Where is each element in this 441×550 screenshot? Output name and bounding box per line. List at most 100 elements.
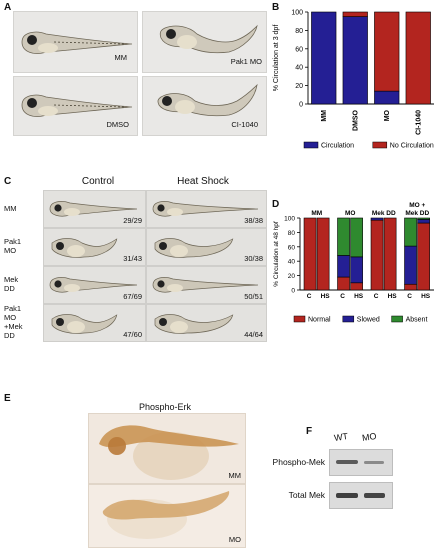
y-tick-label: 40 xyxy=(288,259,296,266)
panel-c-letter: C xyxy=(4,176,12,187)
bar-absent xyxy=(404,217,417,247)
bar-normal xyxy=(303,217,317,291)
legend-swatch xyxy=(293,315,306,323)
larva-icon xyxy=(154,238,234,258)
group-label: Mek DD xyxy=(405,210,429,217)
panel-f-band-label-phospho: Phospho-Mek xyxy=(272,457,325,467)
panel-c-image: 67/69 xyxy=(43,266,146,304)
panel-f-lane-mo: MO xyxy=(361,431,378,443)
group-label: Mek DD xyxy=(372,210,396,217)
bar-absent xyxy=(417,217,430,220)
panel-c-count: 44/64 xyxy=(244,330,263,339)
bar-no-circulation xyxy=(374,11,400,92)
legend-swatch xyxy=(391,315,403,323)
panel-c-count: 67/69 xyxy=(123,292,142,301)
larva-icon xyxy=(51,238,118,258)
bar-normal xyxy=(316,217,330,291)
category-label: C xyxy=(374,293,379,300)
panel-e-letter: E xyxy=(4,393,11,404)
legend-swatch xyxy=(372,141,388,149)
y-tick-label: 80 xyxy=(288,230,296,237)
bar-no-circulation xyxy=(405,11,431,105)
larva-icon xyxy=(49,277,138,293)
category-label: C xyxy=(307,293,312,300)
larva-icon xyxy=(21,94,133,117)
y-tick-label: 80 xyxy=(295,28,303,35)
panel-b-letter: B xyxy=(272,2,280,13)
bar-no-circulation xyxy=(342,11,368,17)
panel-c-image: 50/51 xyxy=(146,266,267,304)
panel-a-image-ci1040: CI-1040 xyxy=(142,76,267,136)
group-label: MM xyxy=(311,210,322,217)
panel-e-image-mm: MM xyxy=(88,413,246,484)
panel-d-chart: % Circulation at 48 hpf 0 20 40 60 80 100 C HS C H… xyxy=(273,202,434,324)
bar-circulation xyxy=(311,11,337,105)
panel-a-image-mm: MM xyxy=(13,11,138,73)
y-axis-label: % Circulation at 3 dpf xyxy=(273,25,280,92)
panel-c-count: 31/43 xyxy=(123,254,142,263)
panel-c-image: 31/43 xyxy=(43,228,146,266)
bar-slowed xyxy=(417,219,430,224)
bar-normal xyxy=(337,276,350,291)
panel-c-row-label: Pak1 MO +Mek DD xyxy=(4,304,23,340)
legend-label: Absent xyxy=(406,317,428,324)
larva-curved-icon xyxy=(159,24,258,54)
panel-a-image-dmso: DMSO xyxy=(13,76,138,136)
panel-d-letter: D xyxy=(272,199,280,210)
panel-a-label-mm: MM xyxy=(114,53,128,62)
bar-absent xyxy=(350,217,363,258)
larva-curved-icon xyxy=(157,83,258,117)
panel-c-count: 29/29 xyxy=(123,216,142,225)
panel-c-count: 38/38 xyxy=(244,216,263,225)
category-label: C xyxy=(407,293,412,300)
bar-slowed xyxy=(404,245,417,285)
panel-a-letter: A xyxy=(4,2,12,13)
bar-circulation xyxy=(374,90,400,105)
bar-normal xyxy=(383,217,397,291)
panel-f-blot-total xyxy=(329,482,393,509)
y-tick-label: 20 xyxy=(288,273,296,280)
panel-e-label-mm: MM xyxy=(228,471,242,480)
panel-c-image: 30/38 xyxy=(146,228,267,266)
bar-normal xyxy=(417,222,430,291)
panel-c-count: 50/51 xyxy=(244,292,263,301)
bar-slowed xyxy=(370,217,384,221)
panel-e-title: Phospho-Erk xyxy=(138,402,192,412)
group-label: MO + xyxy=(409,202,425,209)
y-tick-label: 100 xyxy=(291,10,303,17)
panel-f-band-label-total: Total Mek xyxy=(288,490,325,500)
panel-a-label-pak1-mo: Pak1 MO xyxy=(230,57,262,66)
category-label: C xyxy=(340,293,345,300)
bar-normal xyxy=(370,219,384,291)
bar-slowed xyxy=(350,256,363,284)
panel-e-image-mo: MO xyxy=(88,484,246,548)
panel-e-label-mo: MO xyxy=(228,535,241,544)
panel-c-header-control: Control xyxy=(81,176,115,187)
legend-label: No Circulation xyxy=(390,143,434,150)
larva-icon xyxy=(152,201,259,217)
panel-f-lane-wt: WT xyxy=(333,431,349,443)
larva-icon xyxy=(21,31,133,54)
larva-icon xyxy=(152,277,259,293)
legend-label: Slowed xyxy=(357,317,380,324)
panel-c-row-label: Pak1 MO xyxy=(4,237,22,255)
category-label: MO xyxy=(384,109,391,121)
panel-c-image: 44/64 xyxy=(146,304,267,342)
larva-icon xyxy=(49,201,138,217)
panel-c-image: 29/29 xyxy=(43,190,146,228)
legend-label: Circulation xyxy=(321,143,354,150)
category-label: HS xyxy=(354,293,364,300)
panel-f-blot-phospho xyxy=(329,449,393,476)
group-label: MO xyxy=(345,210,355,217)
bar-normal xyxy=(404,283,417,291)
bar-slowed xyxy=(337,255,350,278)
category-label: DMSO xyxy=(352,109,359,131)
panel-c-row-label: Mek DD xyxy=(4,275,19,293)
panel-c-image: 38/38 xyxy=(146,190,267,228)
panel-f-letter: F xyxy=(306,426,313,437)
y-tick-label: 0 xyxy=(291,288,295,295)
bar-absent xyxy=(337,217,350,256)
panel-c-row-label: MM xyxy=(4,203,17,213)
panel-a-label-dmso: DMSO xyxy=(106,120,130,129)
panel-a-image-pak1-mo: Pak1 MO xyxy=(142,11,267,73)
